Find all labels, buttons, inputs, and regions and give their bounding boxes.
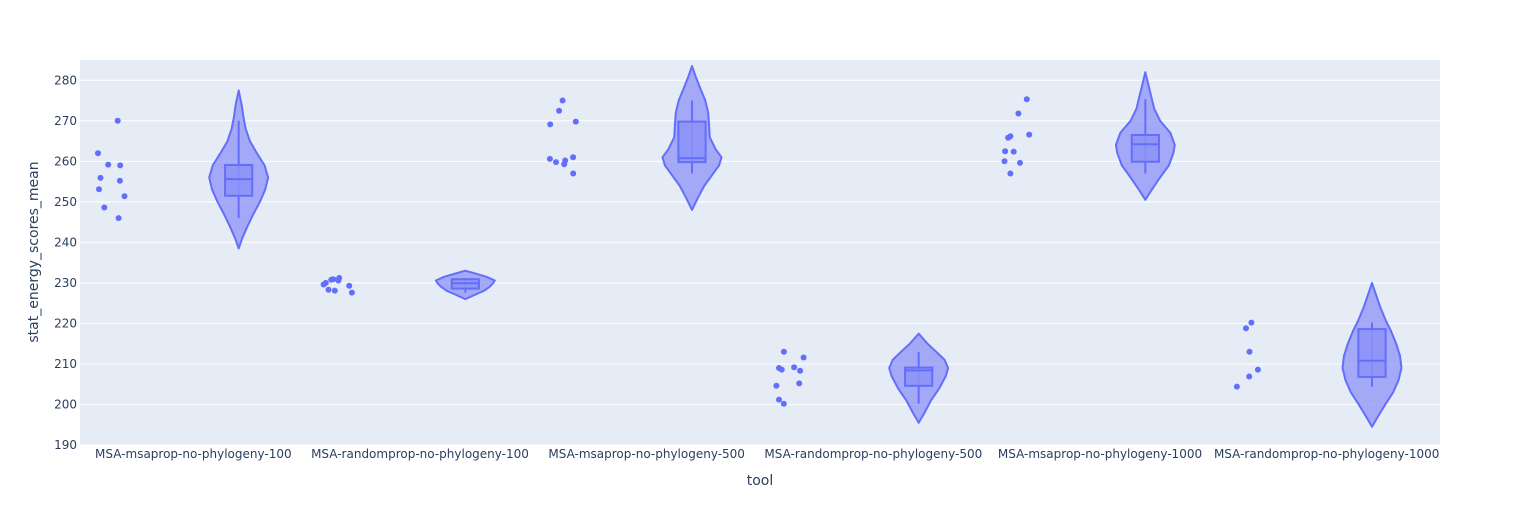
data-point [791, 364, 798, 371]
data-point [331, 287, 338, 294]
y-tick-label: 280 [54, 73, 77, 87]
data-point [95, 150, 101, 157]
data-point [348, 289, 355, 296]
data-point [780, 348, 787, 355]
y-tick-label: 220 [54, 316, 77, 330]
violin-box [677, 120, 707, 164]
violin-group [1233, 281, 1403, 428]
data-point [570, 170, 577, 177]
data-point [559, 97, 566, 104]
data-point [773, 382, 780, 389]
data-point [796, 380, 803, 387]
data-point [101, 204, 108, 211]
data-point [97, 174, 104, 181]
data-point [1248, 319, 1255, 326]
data-point [561, 161, 568, 168]
y-tick-label: 240 [54, 235, 77, 249]
y-tick-label: 200 [54, 397, 77, 411]
data-point [1233, 383, 1240, 390]
data-point [96, 186, 102, 193]
x-tick-label: MSA-msaprop-no-phylogeny-1000 [998, 447, 1202, 461]
data-point [1015, 110, 1022, 117]
data-point [1005, 134, 1012, 141]
data-point [553, 159, 559, 166]
data-point [800, 354, 807, 361]
data-point [1246, 373, 1253, 380]
violin-box [224, 163, 254, 197]
data-point [121, 193, 128, 200]
data-point [117, 162, 124, 169]
data-point [1010, 148, 1017, 155]
data-point [1002, 148, 1009, 155]
data-point [325, 286, 332, 293]
data-point [328, 276, 335, 283]
y-tick-label: 260 [54, 154, 77, 168]
y-tick-label: 230 [54, 276, 77, 290]
data-point [776, 396, 782, 403]
data-point [320, 281, 327, 288]
plot-area [80, 60, 1440, 445]
data-point [1243, 325, 1249, 332]
data-point [556, 107, 563, 114]
y-tick-label: 270 [54, 114, 77, 128]
data-point [115, 215, 122, 222]
violin-group [320, 269, 496, 301]
chart-marks [95, 65, 1403, 428]
data-point [1246, 348, 1253, 355]
data-point [797, 367, 804, 374]
data-point [778, 366, 785, 373]
y-tick-label: 190 [54, 438, 77, 452]
violin-group [773, 332, 950, 424]
data-point [572, 118, 579, 125]
violin-box [904, 366, 934, 387]
x-tick-label: MSA-msaprop-no-phylogeny-500 [548, 447, 745, 461]
data-point [116, 177, 123, 184]
y-tick-labels: 190 200 210 220 230 240 250 260 270 280 [54, 73, 77, 452]
x-tick-labels: MSA-msaprop-no-phylogeny-100 MSA-randompr… [95, 447, 1439, 461]
x-tick-label: MSA-randomprop-no-phylogeny-500 [764, 447, 982, 461]
data-point [335, 277, 342, 284]
violin-box [1130, 133, 1160, 163]
data-point [1017, 159, 1023, 166]
violin-group [1001, 71, 1176, 201]
grid-lines [80, 79, 1440, 446]
x-axis-title: tool [747, 473, 774, 489]
x-tick-label: MSA-msaprop-no-phylogeny-100 [95, 447, 292, 461]
x-tick-label: MSA-randomprop-no-phylogeny-1000 [1214, 447, 1439, 461]
data-point [1023, 96, 1030, 103]
data-point [1254, 366, 1261, 373]
data-point [1007, 170, 1014, 177]
y-axis-title: stat_energy_scores_mean [26, 161, 42, 342]
data-point [570, 154, 577, 161]
data-point [114, 117, 121, 124]
data-point [1026, 131, 1033, 138]
data-point [547, 121, 554, 128]
data-point [1001, 158, 1008, 165]
y-tick-label: 210 [54, 357, 77, 371]
data-point [780, 400, 787, 407]
data-point [546, 155, 553, 162]
violin-group [95, 89, 270, 250]
y-tick-label: 250 [54, 195, 77, 209]
violin-group [546, 65, 723, 211]
data-point [346, 282, 353, 289]
data-point [105, 161, 112, 168]
x-tick-label: MSA-randomprop-no-phylogeny-100 [311, 447, 529, 461]
violin-box [1357, 328, 1387, 378]
